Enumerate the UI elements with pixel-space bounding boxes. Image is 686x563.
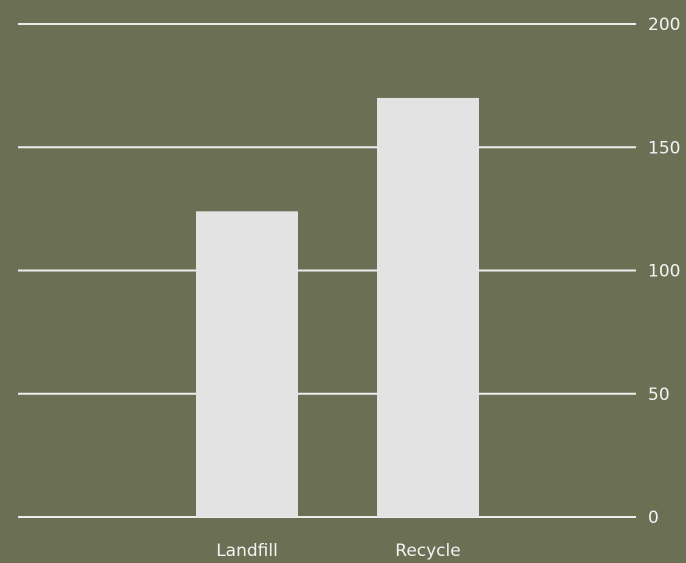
- x-axis-category-labels: Landfill Recycle: [216, 541, 461, 561]
- y-axis-tick-labels: 0 50 100 150 200: [648, 15, 680, 528]
- x-category-label: Landfill: [216, 541, 278, 561]
- y-tick-label: 200: [648, 15, 680, 35]
- bar-landfill: [196, 211, 298, 517]
- x-category-label: Recycle: [395, 541, 460, 561]
- bar-recycle: [377, 97, 479, 517]
- y-tick-label: 0: [648, 508, 659, 528]
- bar-layer: [196, 97, 479, 517]
- y-tick-label: 150: [648, 138, 680, 158]
- y-tick-label: 100: [648, 262, 680, 282]
- y-tick-label: 50: [648, 385, 670, 405]
- grid-layer: [18, 23, 636, 518]
